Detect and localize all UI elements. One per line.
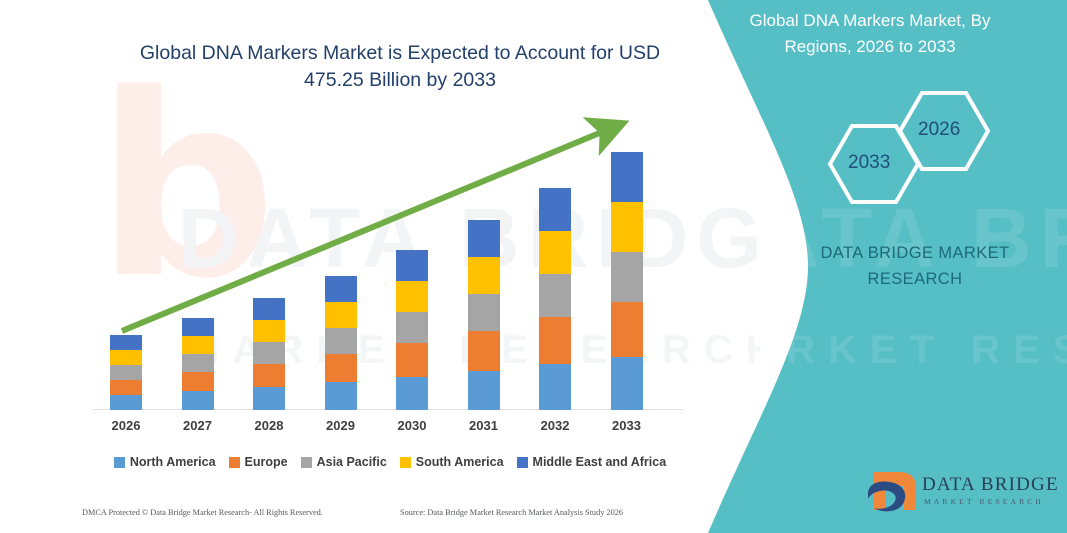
x-axis-label: 2027 <box>183 418 212 433</box>
x-axis-label: 2026 <box>111 418 141 433</box>
bar-segment <box>539 274 571 317</box>
legend-swatch-icon <box>516 456 528 468</box>
chart-axis-line <box>92 409 684 410</box>
bar-segment <box>396 343 428 377</box>
bar-stack <box>467 220 500 410</box>
right-panel-content: DATA BRIDGE MARKET RESEARCH Global DNA M… <box>690 0 1067 533</box>
footer: DMCA Protected © Data Bridge Market Rese… <box>0 508 700 524</box>
bar-segment <box>110 350 142 365</box>
bar-segment <box>396 377 428 410</box>
bar-stack <box>610 152 643 410</box>
x-axis-label: 2030 <box>397 418 427 433</box>
x-axis-label: 2031 <box>469 418 498 433</box>
right-panel-title: Global DNA Markers Market, By Regions, 2… <box>749 11 991 56</box>
bar-stack <box>181 318 214 410</box>
bar-stack <box>253 298 285 410</box>
bar-segment <box>610 252 643 302</box>
bar-segment <box>253 298 285 320</box>
bar-segment <box>253 320 285 342</box>
bar-segment <box>467 220 500 257</box>
legend-label: South America <box>415 455 504 469</box>
hexagon-badges: 2026 2033 <box>800 85 1020 220</box>
x-axis-label: 2028 <box>254 418 284 433</box>
legend-swatch-icon <box>113 456 125 468</box>
bar-segment <box>467 331 500 371</box>
hexagon-2033-shape <box>827 124 921 204</box>
logo-text-data-bridge: DATA BRIDGE <box>922 474 1059 495</box>
bar-chart-plot <box>90 110 690 410</box>
data-bridge-logo: DATA BRIDGE MARKET RESEARCH <box>864 470 1064 520</box>
legend-swatch-icon <box>228 456 240 468</box>
bar-segment <box>539 231 571 274</box>
bar-segment <box>610 152 643 202</box>
bar-segment <box>324 354 357 382</box>
bar-stack <box>324 276 357 410</box>
bar-segment <box>324 382 357 410</box>
hexagon-svg <box>827 91 991 204</box>
hexagon-label-2033: 2033 <box>848 152 891 173</box>
legend-item[interactable]: South America <box>399 455 504 469</box>
bar-segment <box>181 372 214 391</box>
bar-segment <box>467 294 500 331</box>
bar-segment <box>253 342 285 364</box>
bar-segment <box>539 188 571 231</box>
teal-watermark-market-research: MARKET RESEARCH <box>698 328 1067 372</box>
bar-segment <box>110 380 142 395</box>
x-axis-labels: 2026 2027 2028 2029 2030 2031 2032 2033 <box>90 418 690 440</box>
legend-label: Middle East and Africa <box>532 455 667 469</box>
bar-segment <box>181 354 214 372</box>
x-axis-label: 2029 <box>326 418 355 433</box>
bar-segment <box>181 391 214 410</box>
legend-label: North America <box>129 455 216 469</box>
chart-legend: North America Europe Asia Pacific South Ame… <box>90 455 690 469</box>
bar-segment <box>110 395 142 410</box>
bar-segment <box>181 318 214 336</box>
bar-segment <box>396 250 428 281</box>
x-axis-label: 2032 <box>540 418 570 433</box>
bar-segment <box>396 312 428 343</box>
bar-segment <box>539 317 571 364</box>
teal-watermark-data-bridge: DATA BRIDGE <box>690 191 1067 285</box>
bar-segment <box>324 328 357 354</box>
chart-title: Global DNA Markers Market is Expected to… <box>139 42 661 91</box>
bar-stack <box>539 188 571 410</box>
bar-segment <box>610 202 643 252</box>
bar-segment <box>467 257 500 294</box>
logo-text-market-research: MARKET RESEARCH <box>924 497 1044 506</box>
legend-item[interactable]: North America <box>113 455 216 469</box>
bar-segment <box>253 387 285 410</box>
legend-label: Europe <box>244 455 288 469</box>
legend-item[interactable]: Middle East and Africa <box>516 455 667 469</box>
legend-label: Asia Pacific <box>316 455 387 469</box>
brand-name-text: DATA BRIDGE MARKET RESEARCH <box>820 244 1010 288</box>
bar-segment <box>181 336 214 354</box>
footer-copyright: DMCA Protected © Data Bridge Market Rese… <box>82 508 323 517</box>
bar-segment <box>610 357 643 410</box>
logo-mark-icon <box>868 472 916 512</box>
bar-stack <box>396 250 428 410</box>
bar-segment <box>110 335 142 350</box>
x-axis-label: 2033 <box>612 418 641 433</box>
bar-segment <box>110 365 142 380</box>
chart-panel: b DATA BRIDGE MARKET RESEARCH Global DNA… <box>0 42 760 524</box>
hexagon-label-2026: 2026 <box>918 119 961 140</box>
footer-source: Source: Data Bridge Market Research Mark… <box>400 508 624 517</box>
bar-segment <box>324 276 357 302</box>
bar-segment <box>253 364 285 387</box>
legend-swatch-icon <box>300 456 312 468</box>
bar-segment <box>467 371 500 410</box>
legend-swatch-icon <box>399 456 411 468</box>
bar-segment <box>539 364 571 410</box>
legend-item[interactable]: Europe <box>228 455 288 469</box>
bar-segment <box>610 302 643 357</box>
legend-item[interactable]: Asia Pacific <box>300 455 387 469</box>
bar-segment <box>324 302 357 328</box>
bar-stack <box>110 335 142 410</box>
bar-segment <box>396 281 428 312</box>
